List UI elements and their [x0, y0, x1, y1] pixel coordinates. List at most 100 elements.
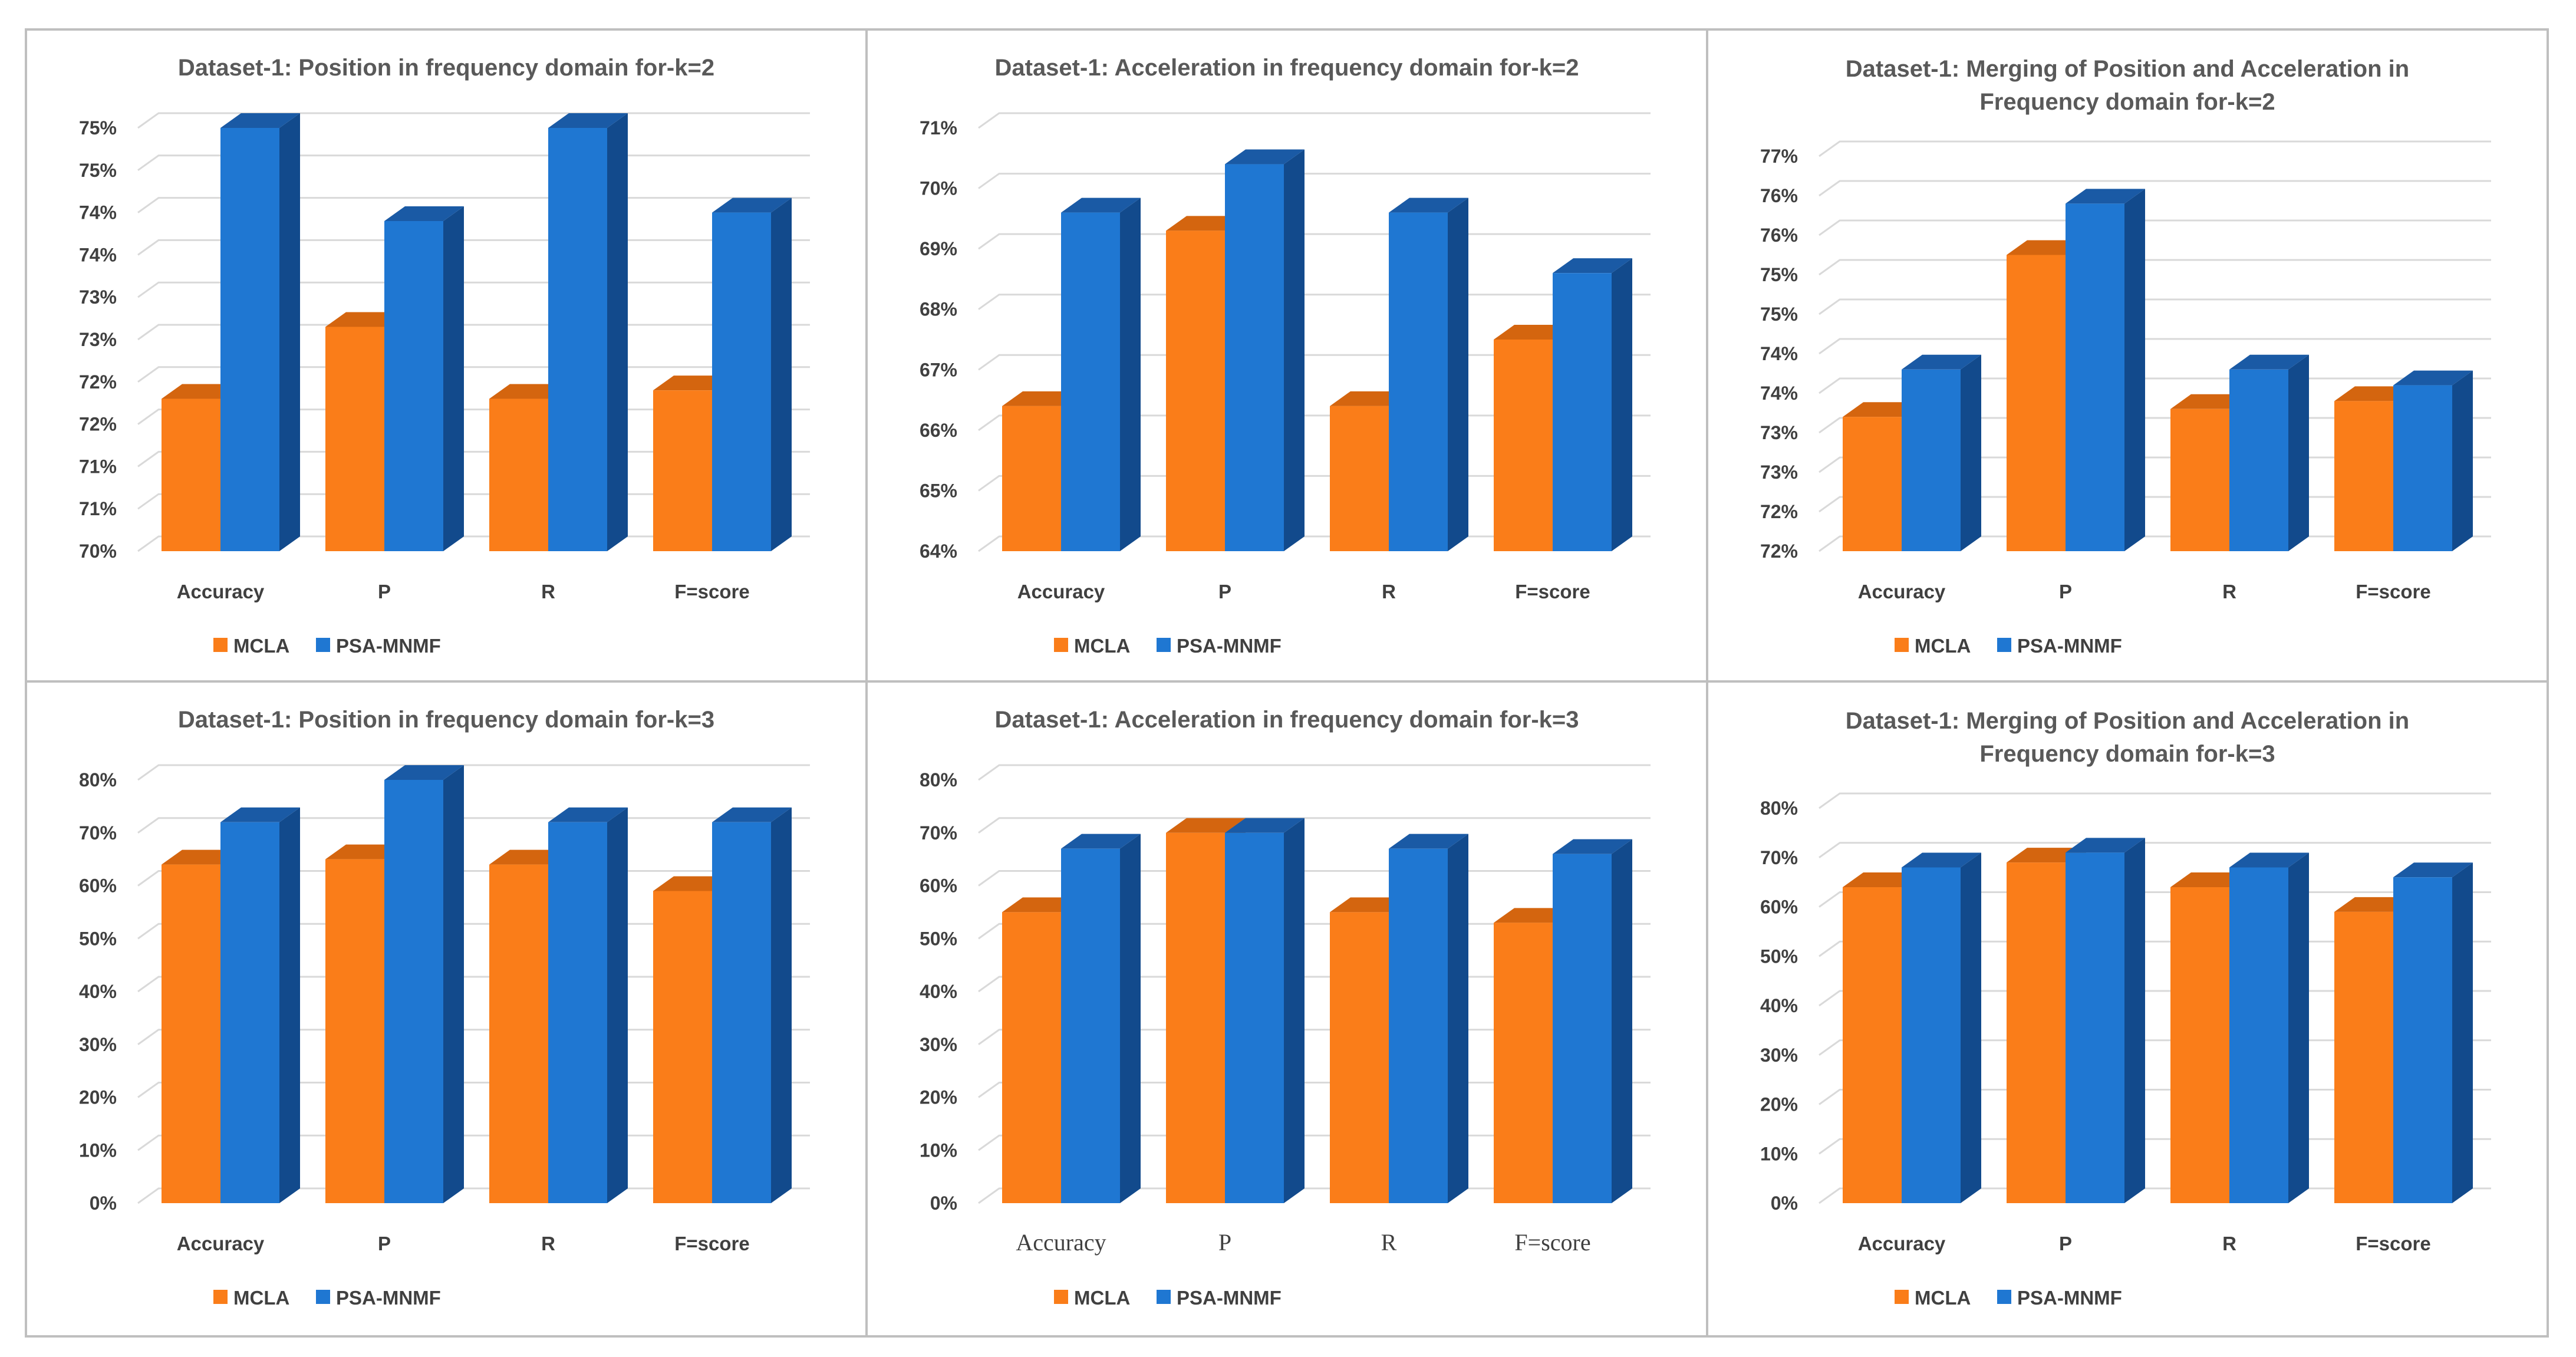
chart-panel-5: Dataset-1: Acceleration in frequency dom…: [865, 680, 1708, 1338]
bar-front: [1061, 848, 1120, 1203]
y-tick-label: 71%: [79, 456, 117, 477]
bar-top: [548, 113, 628, 128]
y-tick-label: 67%: [920, 359, 957, 380]
bar-front: [653, 891, 712, 1203]
gridline: [1819, 180, 2491, 197]
chart-legend: MCLA PSA-MNMF: [1054, 1287, 1282, 1309]
bar-psa-mnmf-fscore: [712, 807, 792, 1203]
bar-top: [1166, 818, 1246, 833]
chart-title: Dataset-1: Acceleration in frequency dom…: [994, 55, 1579, 81]
bar-front: [653, 390, 712, 551]
bar-front: [548, 822, 607, 1203]
bar-front: [1389, 848, 1448, 1203]
y-tick-label: 50%: [920, 928, 957, 949]
y-tick-label: 73%: [1760, 462, 1798, 483]
bar-top: [384, 206, 464, 221]
legend-swatch-psa-mnmf: [1157, 1290, 1171, 1304]
bar-front: [2334, 401, 2393, 551]
x-category-label: F=score: [674, 581, 750, 602]
x-category-label: R: [2222, 1233, 2236, 1254]
x-category-label: P: [2059, 1233, 2072, 1254]
y-tick-label: 0%: [90, 1193, 117, 1214]
y-tick-label: 80%: [920, 769, 957, 791]
chart-title-line-1: Dataset-1: Merging of Position and Accel…: [1846, 56, 2409, 82]
y-tick-label: 76%: [1760, 185, 1798, 206]
bar-top: [1902, 852, 1981, 868]
bar-side: [2288, 354, 2309, 551]
bar-psa-mnmf-r: [1389, 197, 1468, 552]
bar-front: [325, 859, 384, 1203]
chart-title: Dataset-1: Position in frequency domain …: [178, 707, 714, 733]
bar-front: [1330, 912, 1389, 1203]
chart-panel-6: Dataset-1: Merging of Position and Accel…: [1706, 680, 2549, 1338]
bar-front: [2170, 887, 2229, 1203]
gridline: [1819, 259, 2491, 276]
gridline: [978, 764, 1651, 781]
bar-psa-mnmf-p: [1225, 818, 1305, 1203]
bar-front: [162, 864, 220, 1203]
y-tick-label: 10%: [920, 1139, 957, 1161]
bar-top: [1389, 197, 1468, 213]
chart-panel-1: Dataset-1: Position in frequency domain …: [25, 28, 868, 683]
bar-front: [220, 128, 279, 551]
y-tick-label: 40%: [79, 981, 117, 1002]
chart-panel-4: Dataset-1: Position in frequency domain …: [25, 680, 868, 1338]
x-category-label: R: [1381, 1229, 1397, 1256]
y-tick-label: 70%: [920, 822, 957, 844]
bar-front: [2229, 867, 2288, 1203]
bar-psa-mnmf-r: [2229, 852, 2309, 1203]
bar-front: [1330, 406, 1389, 551]
legend-swatch-mcla: [1054, 638, 1068, 652]
x-category-label: R: [2222, 581, 2236, 602]
bar-front: [325, 327, 384, 551]
bar-front: [712, 822, 771, 1203]
y-tick-label: 75%: [1760, 264, 1798, 285]
bar-front: [2229, 369, 2288, 551]
bar-front: [489, 398, 548, 551]
legend-swatch-mcla: [1895, 638, 1909, 652]
bar-front: [1902, 867, 1961, 1203]
legend-label-mcla: MCLA: [1074, 1287, 1130, 1309]
y-tick-label: 75%: [79, 117, 117, 139]
bar-side: [2452, 862, 2473, 1203]
y-tick-label: 50%: [1760, 946, 1798, 967]
bar-front: [1166, 230, 1225, 551]
bar-psa-mnmf-accuracy: [1061, 834, 1141, 1203]
legend-label-mcla: MCLA: [1074, 635, 1130, 657]
bar-front: [2393, 385, 2452, 551]
bar-psa-mnmf-r: [548, 807, 628, 1203]
y-tick-label: 69%: [920, 238, 957, 259]
chart-legend: MCLA PSA-MNMF: [1895, 635, 2122, 657]
bar-psa-mnmf-p: [384, 765, 464, 1203]
bar-side: [2288, 852, 2309, 1203]
bar-front: [162, 398, 220, 551]
legend-swatch-psa-mnmf: [1997, 1290, 2011, 1304]
y-tick-label: 0%: [930, 1193, 957, 1214]
bar-front: [1902, 369, 1961, 551]
y-tick-label: 77%: [1760, 146, 1798, 167]
x-category-label: R: [541, 1233, 555, 1254]
legend-swatch-psa-mnmf: [1157, 638, 1171, 652]
y-tick-label: 10%: [1760, 1143, 1798, 1164]
bar-psa-mnmf-fscore: [1553, 839, 1632, 1203]
bar-top: [1225, 818, 1305, 833]
chart-panel-3: Dataset-1: Merging of Position and Accel…: [1706, 28, 2549, 683]
bar-top: [712, 197, 792, 213]
bar-side: [2452, 370, 2473, 551]
bar-side: [279, 807, 300, 1203]
bar-psa-mnmf-fscore: [712, 197, 792, 552]
y-tick-label: 66%: [920, 420, 957, 441]
y-tick-label: 74%: [1760, 383, 1798, 404]
x-category-label: F=score: [674, 1233, 750, 1254]
x-category-label: P: [1218, 1229, 1231, 1256]
x-category-label: Accuracy: [177, 1233, 265, 1254]
bar-side: [279, 113, 300, 551]
bar-psa-mnmf-accuracy: [1902, 354, 1981, 551]
chart-legend: MCLA PSA-MNMF: [1054, 635, 1282, 657]
gridline: [978, 817, 1651, 834]
bar-top: [1389, 834, 1468, 849]
bar-side: [1120, 834, 1141, 1203]
y-tick-label: 0%: [1771, 1193, 1798, 1214]
y-tick-label: 20%: [1760, 1094, 1798, 1115]
gridline: [1819, 842, 2491, 858]
